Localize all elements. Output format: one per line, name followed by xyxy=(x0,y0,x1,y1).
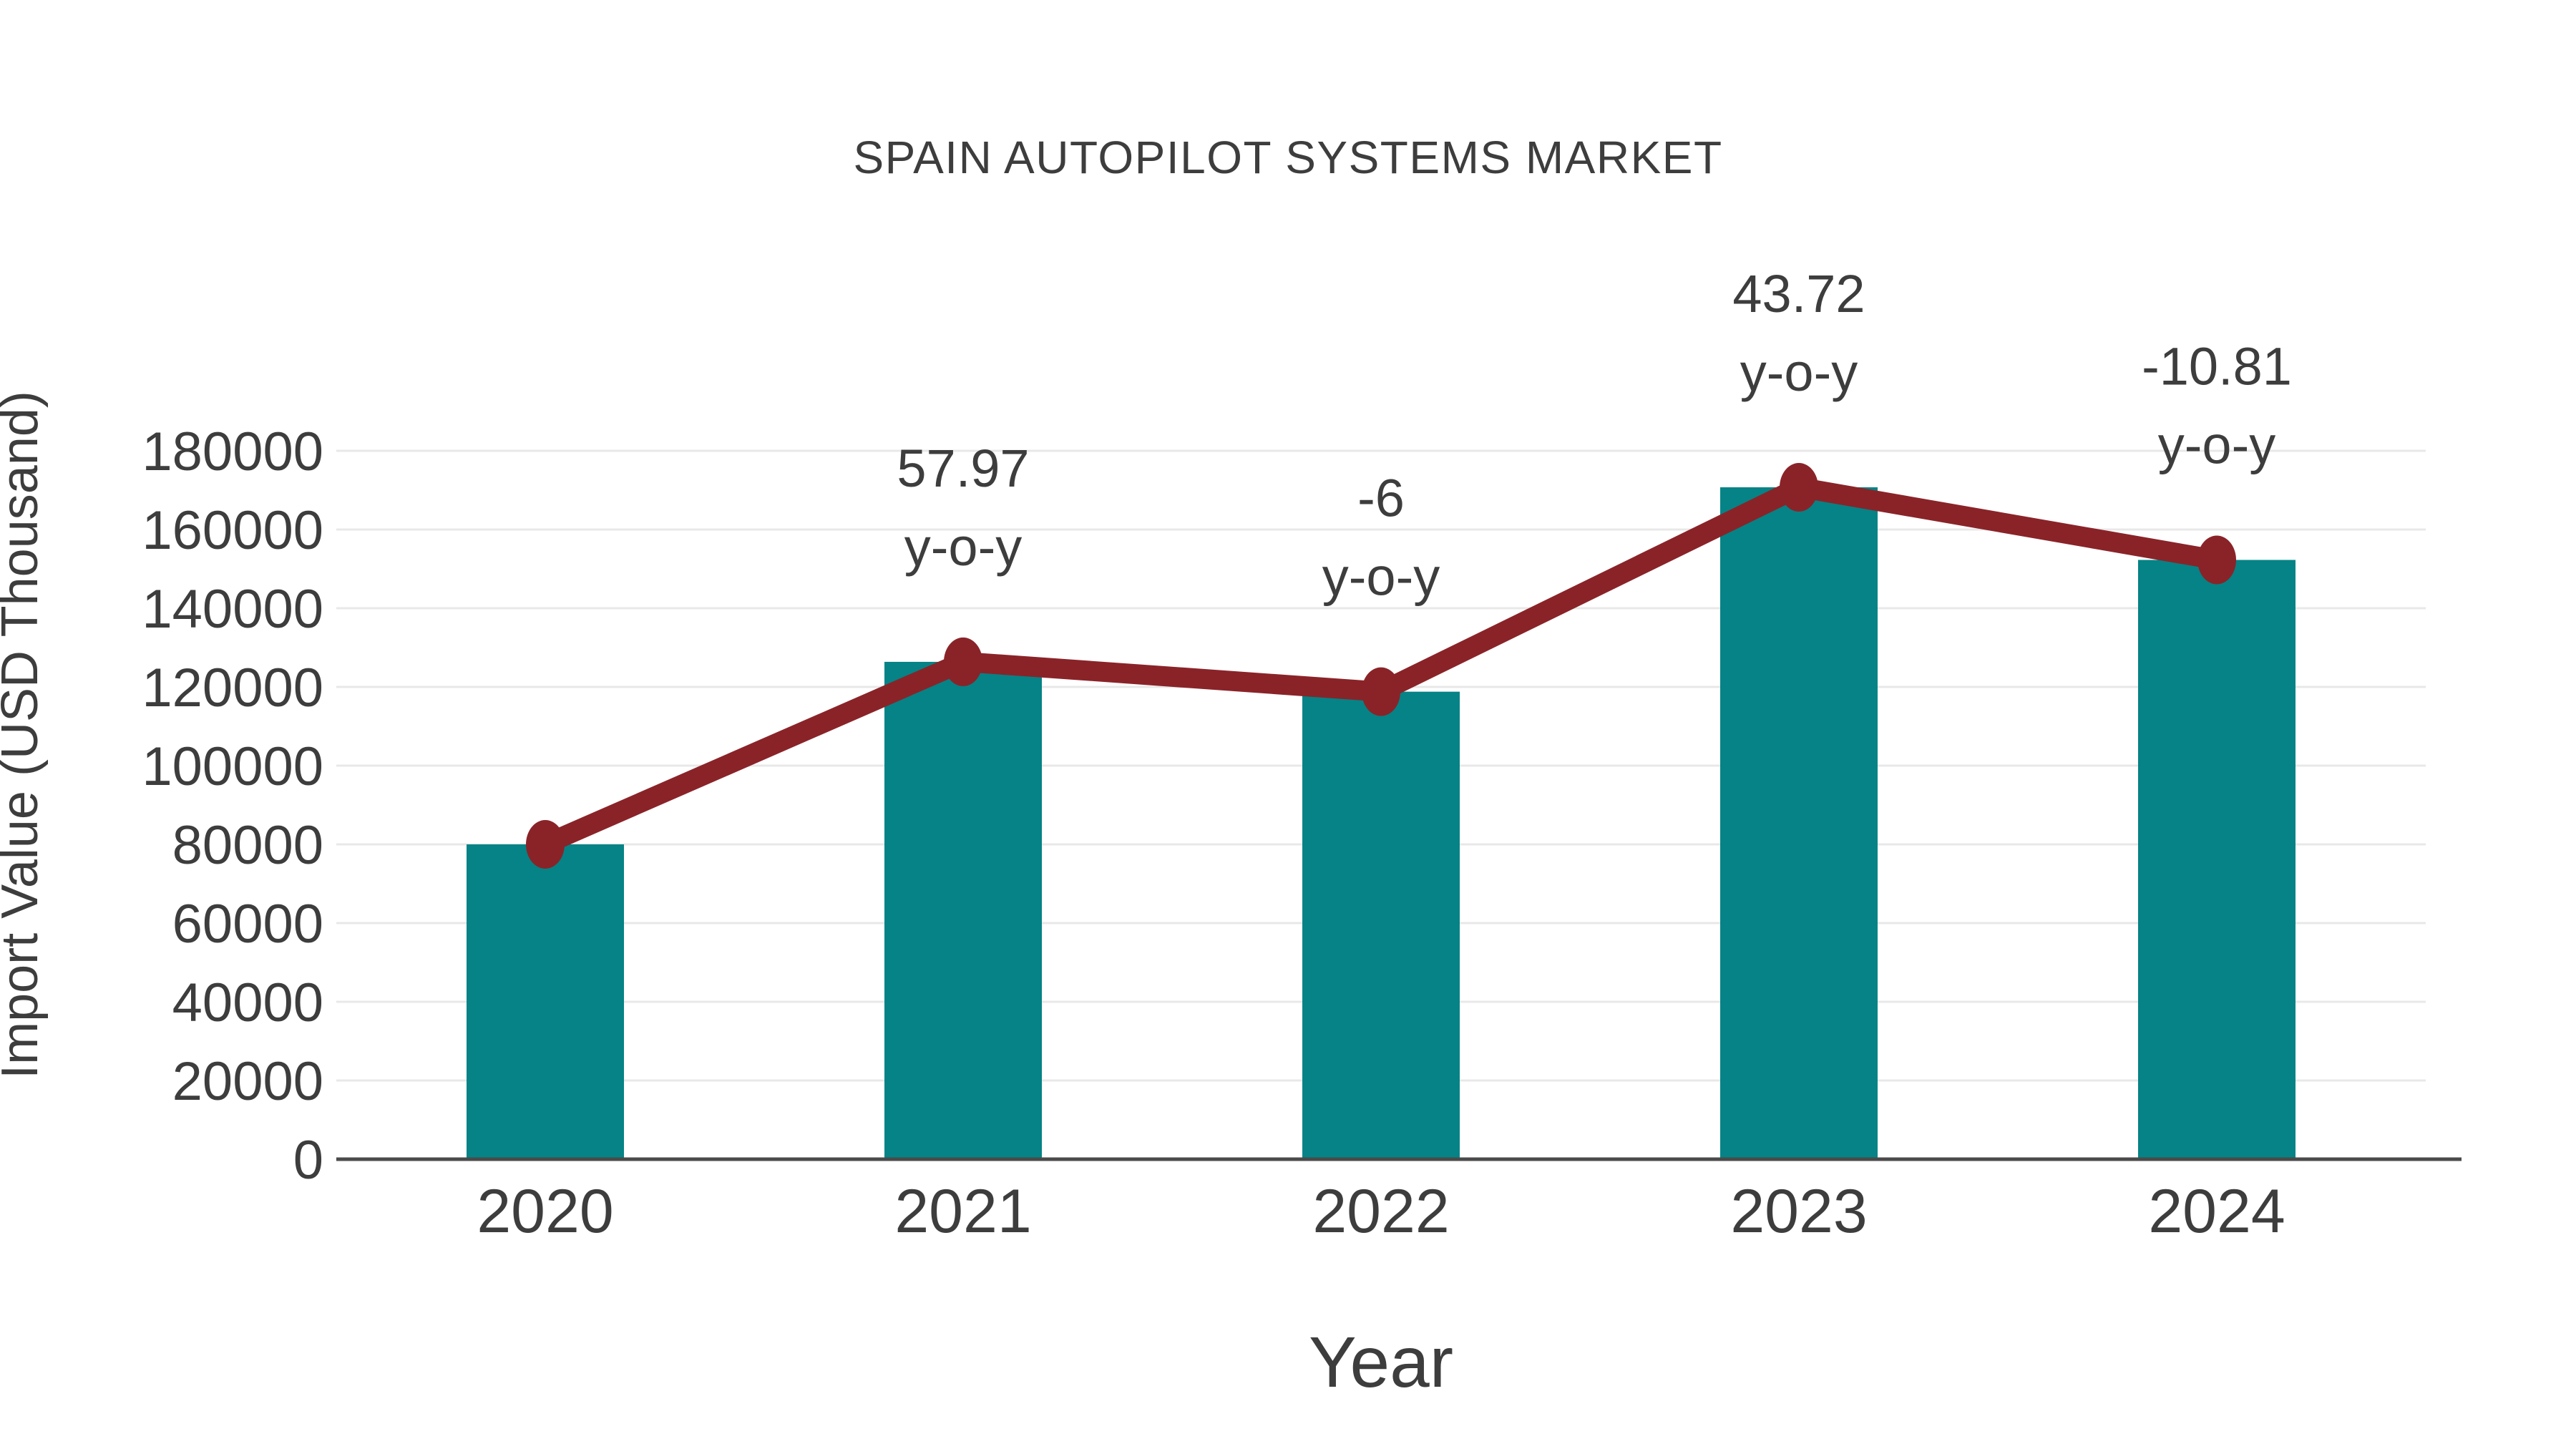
trend-marker-2024 xyxy=(2197,535,2236,585)
x-tick-labels: 2020 2021 2022 2023 2024 xyxy=(477,1177,2285,1246)
trend-marker-2023 xyxy=(1780,463,1818,512)
bar-2022 xyxy=(1302,691,1460,1159)
x-tick-label: 2022 xyxy=(1312,1177,1449,1246)
y-tick-label: 0 xyxy=(293,1130,323,1191)
x-tick-label: 2020 xyxy=(477,1177,613,1246)
y-tick-label: 120000 xyxy=(142,658,323,718)
bar-series xyxy=(467,487,2296,1159)
annotation-label-2021: y-o-y xyxy=(904,517,1022,577)
trend-marker-2022 xyxy=(1362,667,1400,716)
y-axis-title: Import Value (USD Thousand) xyxy=(0,391,49,1079)
bar-2024 xyxy=(2138,560,2296,1159)
bar-2020 xyxy=(467,844,624,1159)
x-tick-label: 2021 xyxy=(894,1177,1031,1246)
y-tick-labels: 0 20000 40000 60000 80000 100000 120000 140000 1… xyxy=(142,421,323,1191)
x-axis-title: Year xyxy=(1309,1322,1453,1402)
annotation-label-2023: y-o-y xyxy=(1740,343,1858,402)
bar-2021 xyxy=(884,661,1042,1159)
trend-marker-2021 xyxy=(944,637,982,686)
line-series xyxy=(526,463,2236,869)
y-tick-label: 20000 xyxy=(172,1051,323,1112)
y-tick-label: 80000 xyxy=(172,815,323,876)
bar-2023 xyxy=(1720,487,1878,1159)
annotation-label-2024: y-o-y xyxy=(2158,415,2275,474)
y-tick-label: 180000 xyxy=(142,421,323,482)
x-tick-label: 2023 xyxy=(1730,1177,1867,1246)
annotation-label-2022: y-o-y xyxy=(1322,547,1440,607)
chart-title: SPAIN AUTOPILOT SYSTEMS MARKET xyxy=(853,132,1722,183)
trend-marker-2020 xyxy=(526,820,565,869)
y-tick-label: 40000 xyxy=(172,972,323,1033)
annotation-value-2022: -6 xyxy=(1357,469,1405,528)
annotation-value-2024: -10.81 xyxy=(2142,336,2292,396)
y-tick-label: 140000 xyxy=(142,579,323,640)
y-tick-label: 60000 xyxy=(172,894,323,955)
y-tick-label: 100000 xyxy=(142,736,323,797)
annotation-value-2023: 43.72 xyxy=(1732,264,1865,323)
annotations: 57.97 y-o-y -6 y-o-y 43.72 y-o-y -10.81 y-o-y xyxy=(897,264,2292,607)
y-tick-label: 160000 xyxy=(142,500,323,561)
annotation-value-2021: 57.97 xyxy=(897,439,1029,498)
x-tick-label: 2024 xyxy=(2148,1177,2285,1246)
